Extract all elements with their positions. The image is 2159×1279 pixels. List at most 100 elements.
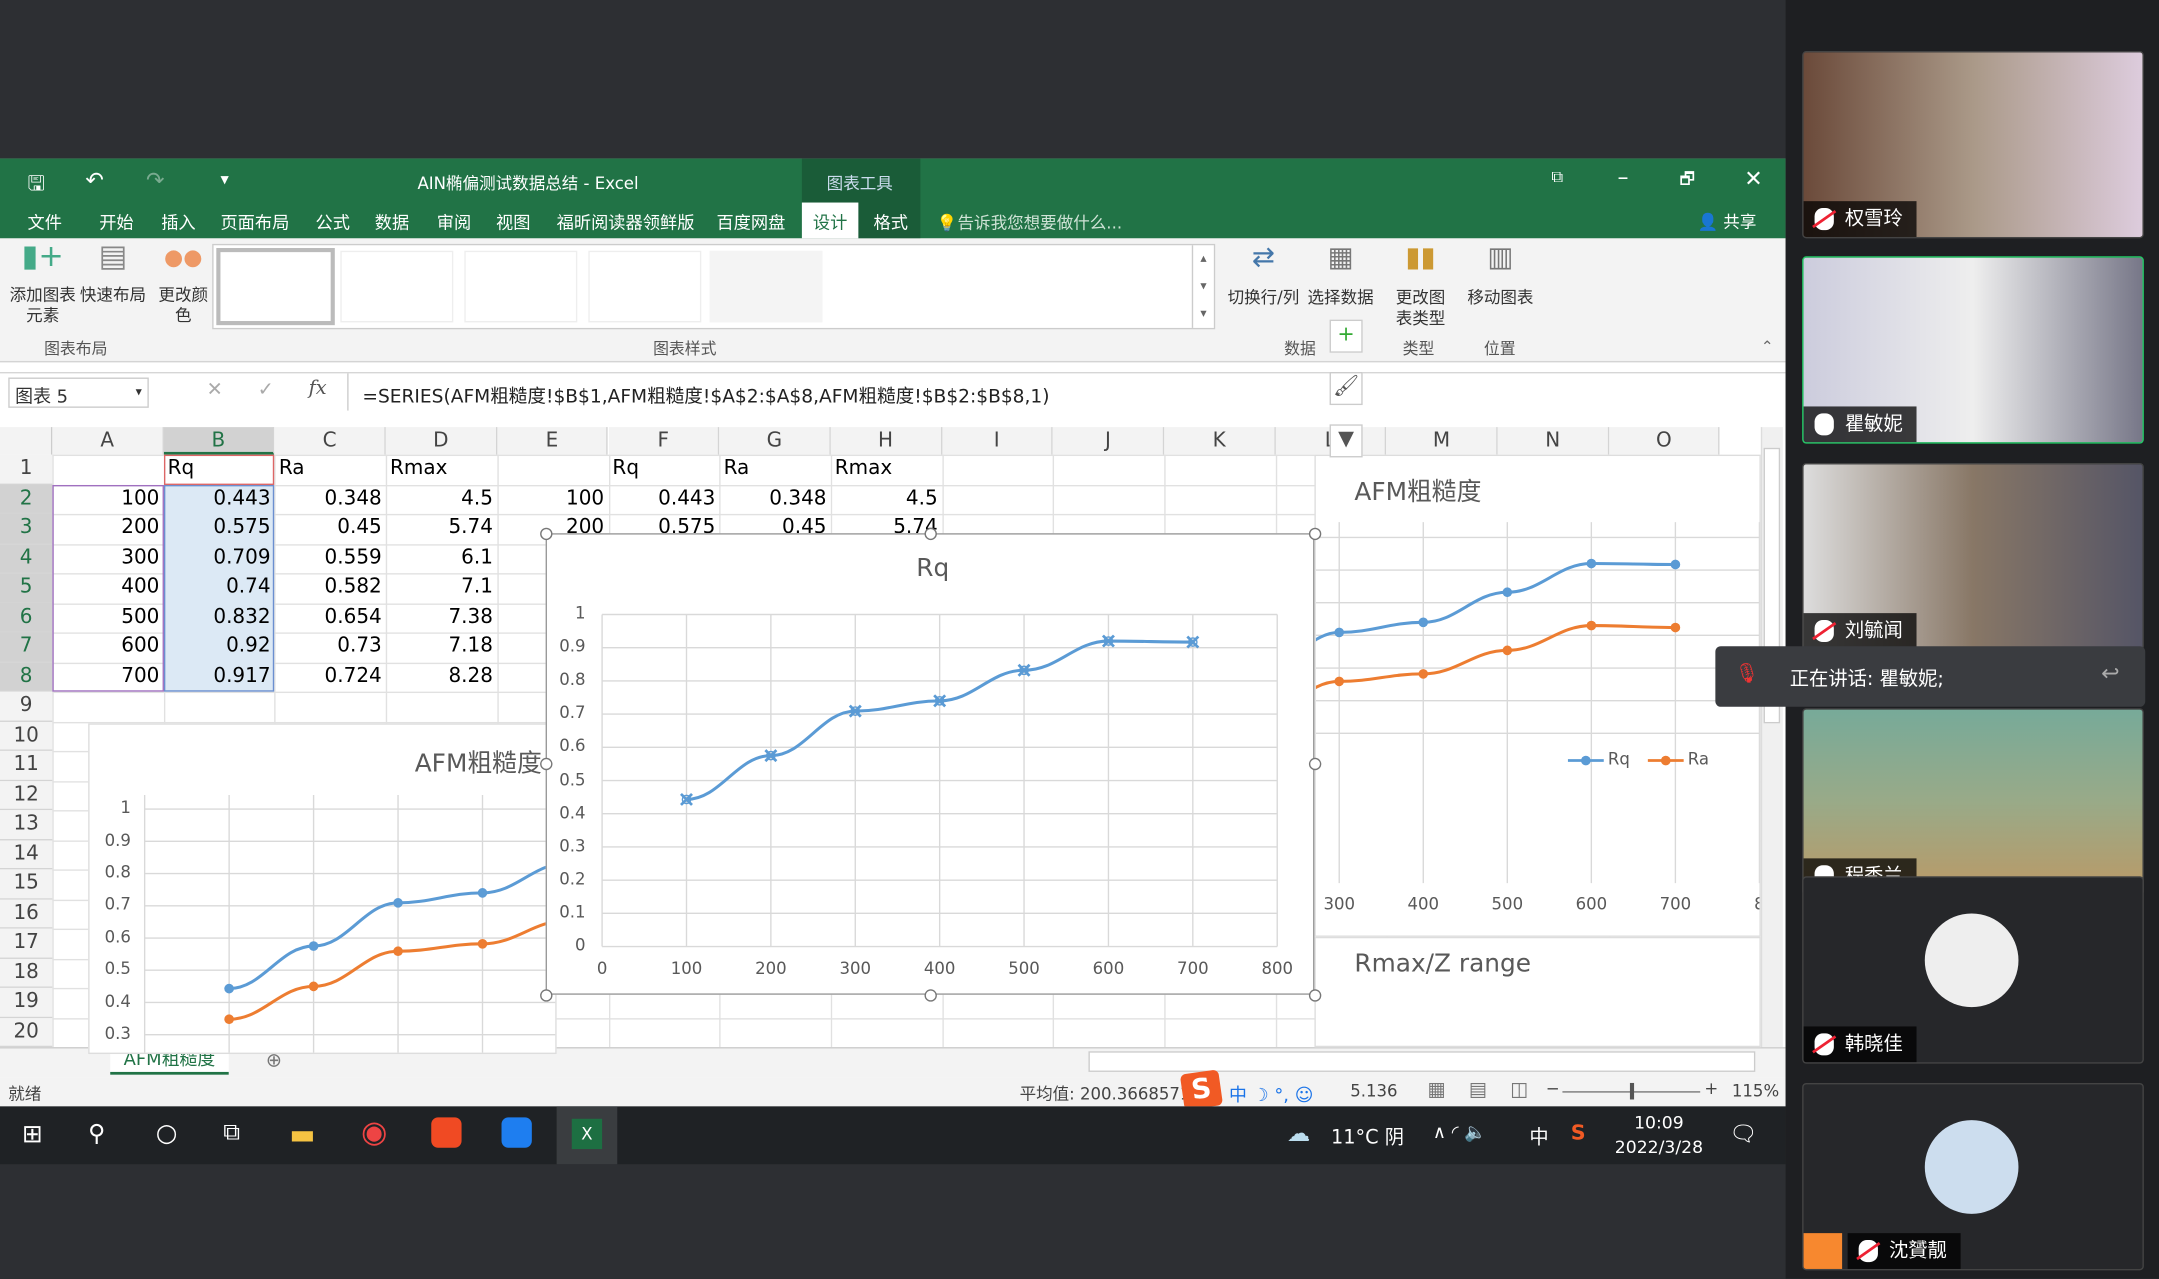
redo-icon[interactable]: ↷ <box>146 166 165 193</box>
cancel-icon[interactable]: ✕ <box>206 378 223 401</box>
cell[interactable]: 0.724 <box>324 664 382 687</box>
cell[interactable]: 100 <box>565 487 605 510</box>
column-header-C[interactable]: C <box>274 427 386 455</box>
resize-handle[interactable] <box>924 989 937 1002</box>
cell[interactable]: 0.575 <box>658 516 716 539</box>
row-header-11[interactable]: 11 <box>0 750 53 781</box>
cell[interactable]: 0.559 <box>324 546 382 569</box>
reply-icon[interactable]: ↩ <box>2101 659 2120 687</box>
cell[interactable]: 0.348 <box>769 487 827 510</box>
name-box[interactable]: 图表 5 ▾ <box>8 377 149 408</box>
chart-rq[interactable]: Rq 0 0.1 0.2 0.3 0.4 0.5 0.6 0.7 0.8 0.9 1 0 100 200 30… <box>540 319 1363 1002</box>
tab-7[interactable]: 视图 <box>496 212 531 233</box>
cell[interactable]: 500 <box>121 605 160 628</box>
chart-filters-button[interactable]: ▼ <box>1329 424 1363 458</box>
participant-tile[interactable]: 沈贇靓 <box>1802 1082 2144 1271</box>
cell[interactable]: 0.709 <box>213 546 271 569</box>
cell-header[interactable] <box>52 455 163 485</box>
cell[interactable]: 0.654 <box>324 605 382 628</box>
column-header-F[interactable]: F <box>608 427 720 455</box>
tab-10[interactable]: 设计 <box>801 202 859 239</box>
ribbon-display-icon[interactable]: ⧉ <box>1551 166 1564 187</box>
cell[interactable]: 0.74 <box>226 575 271 598</box>
save-icon[interactable]: 🖫 <box>27 170 46 196</box>
zoom-slider-thumb[interactable] <box>1629 1082 1635 1100</box>
cell[interactable]: 0.443 <box>213 487 271 510</box>
cell[interactable]: 200 <box>565 516 605 539</box>
cell-header[interactable]: Rmax <box>390 457 448 480</box>
meeting-app-icon[interactable] <box>501 1117 532 1148</box>
undo-icon[interactable]: ↶ <box>85 166 104 193</box>
tab-2[interactable]: 插入 <box>161 212 196 233</box>
clock-date[interactable]: 2022/3/28 <box>1614 1136 1704 1158</box>
zoom-out-button[interactable]: − <box>1545 1078 1560 1099</box>
page-break-icon[interactable]: ◫ <box>1510 1078 1529 1101</box>
task-view-icon[interactable]: ⧉ <box>223 1118 240 1147</box>
tab-11[interactable]: 格式 <box>873 212 908 233</box>
participant-tile[interactable]: 权雪玲 <box>1802 50 2144 239</box>
style-thumb-3[interactable] <box>464 250 578 323</box>
zoom-in-button[interactable]: + <box>1704 1078 1719 1099</box>
enter-icon[interactable]: ✓ <box>257 378 274 401</box>
row-header-19[interactable]: 19 <box>0 987 53 1018</box>
tab-3[interactable]: 页面布局 <box>220 212 290 233</box>
cell[interactable]: 0.45 <box>782 516 827 539</box>
cell[interactable]: 7.1 <box>461 575 493 598</box>
cell[interactable]: 600 <box>121 635 160 658</box>
column-header-E[interactable]: E <box>497 427 609 455</box>
ime-toolbar[interactable]: 中 ☽ °, ☺ <box>1228 1085 1314 1107</box>
change-colors-button[interactable]: ●● 更改颜色 <box>157 246 209 327</box>
participant-tile[interactable]: 刘毓闻 <box>1802 462 2144 651</box>
select-all-button[interactable] <box>0 427 53 455</box>
cell-header[interactable]: Ra <box>278 457 305 480</box>
column-header-J[interactable]: J <box>1053 427 1165 455</box>
sogou-tray-icon[interactable]: S <box>1570 1120 1586 1145</box>
switch-row-column-button[interactable]: ⇄ 切换行/列 <box>1223 242 1303 309</box>
column-header-M[interactable]: M <box>1386 427 1498 455</box>
column-header-A[interactable]: A <box>52 427 164 455</box>
cell[interactable]: 0.348 <box>324 487 382 510</box>
cell-header[interactable]: Rq <box>167 457 195 480</box>
tab-1[interactable]: 开始 <box>99 212 134 233</box>
cell[interactable]: 0.582 <box>324 575 382 598</box>
row-header-1[interactable]: 1 <box>0 454 53 485</box>
row-header-15[interactable]: 15 <box>0 869 53 900</box>
cell[interactable]: 700 <box>121 664 160 687</box>
chart-afm_left[interactable]: AFM粗糙度 0.3 0.4 0.5 0.6 0.7 0.8 0.9 1 <box>88 723 557 1055</box>
column-header-H[interactable]: H <box>830 427 942 455</box>
column-header-I[interactable]: I <box>941 427 1054 455</box>
style-thumb-4[interactable] <box>588 250 702 323</box>
cell[interactable]: 7.18 <box>448 635 493 658</box>
cell[interactable]: 6.1 <box>461 546 493 569</box>
row-header-16[interactable]: 16 <box>0 899 53 929</box>
row-header-17[interactable]: 17 <box>0 928 53 959</box>
tab-5[interactable]: 数据 <box>374 212 410 233</box>
row-header-18[interactable]: 18 <box>0 958 53 988</box>
participant-tile[interactable]: 韩晓佳 <box>1802 876 2144 1064</box>
row-header-20[interactable]: 20 <box>0 1017 53 1048</box>
row-header-2[interactable]: 2 <box>0 484 53 514</box>
normal-view-icon[interactable]: ▦ <box>1427 1078 1446 1101</box>
quick-layout-button[interactable]: ▤ 快速布局 <box>77 242 149 306</box>
tab-0[interactable]: 文件 <box>27 212 63 233</box>
column-header-N[interactable]: N <box>1497 427 1609 455</box>
row-header-4[interactable]: 4 <box>0 543 53 574</box>
row-header-10[interactable]: 10 <box>0 721 53 751</box>
participant-tile[interactable]: 瞿敏妮 <box>1802 256 2144 444</box>
row-header-6[interactable]: 6 <box>0 602 53 633</box>
style-thumb-5[interactable] <box>709 250 823 323</box>
resize-handle[interactable] <box>1308 757 1322 771</box>
customize-qat-icon[interactable]: ▾ <box>220 169 229 189</box>
tab-4[interactable]: 公式 <box>315 212 350 233</box>
mic-muted-icon[interactable]: 🎙 <box>1734 662 1760 685</box>
page-layout-icon[interactable]: ▤ <box>1468 1078 1487 1101</box>
cell[interactable]: 0.73 <box>337 635 382 658</box>
horizontal-scrollbar[interactable] <box>1088 1051 1756 1072</box>
row-header-9[interactable]: 9 <box>0 691 53 722</box>
cell-header[interactable]: Ra <box>723 457 750 480</box>
cell[interactable]: 0.45 <box>337 516 382 539</box>
row-header-13[interactable]: 13 <box>0 810 53 840</box>
cell[interactable]: 200 <box>121 516 160 539</box>
notifications-icon[interactable]: 🗨 <box>1729 1120 1758 1147</box>
chart-afm_right[interactable]: AFM粗糙度 300 400 500 600 700 8 Rq Ra <box>1314 454 1761 937</box>
